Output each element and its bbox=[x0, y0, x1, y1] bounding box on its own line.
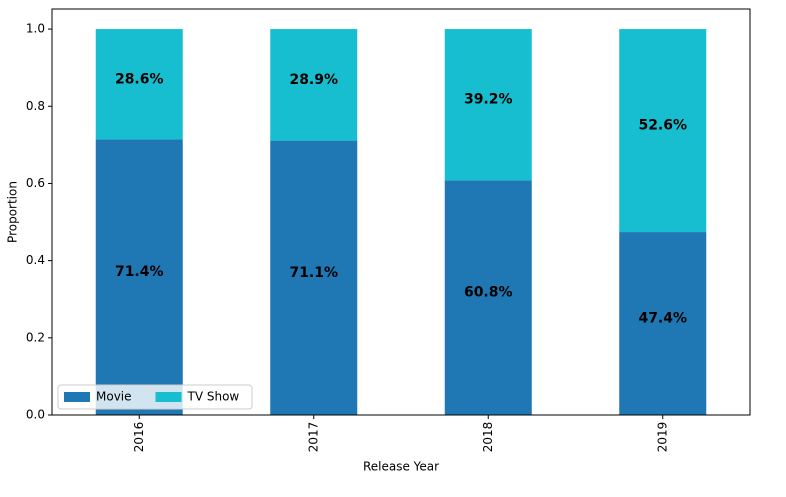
x-tick-label: 2016 bbox=[132, 422, 146, 453]
y-tick-label: 0.0 bbox=[26, 408, 45, 422]
x-axis-label: Release Year bbox=[363, 460, 439, 474]
legend-swatch bbox=[155, 392, 182, 402]
bar-segment bbox=[444, 29, 532, 181]
y-tick-label: 0.4 bbox=[26, 253, 45, 267]
bar-segment bbox=[619, 29, 707, 233]
value-label: 52.6% bbox=[638, 118, 687, 134]
x-tick-label: 2017 bbox=[306, 422, 320, 453]
y-tick-label: 0.8 bbox=[26, 99, 45, 113]
y-axis-label: Proportion bbox=[6, 181, 20, 243]
value-label: 39.2% bbox=[464, 92, 513, 108]
bar-segment bbox=[95, 139, 183, 415]
bar-segment bbox=[95, 29, 183, 140]
value-label: 28.9% bbox=[289, 72, 338, 88]
value-label: 71.1% bbox=[289, 265, 338, 281]
bar-segment bbox=[619, 232, 707, 415]
plot-frame bbox=[51, 8, 751, 416]
x-tick-label: 2018 bbox=[481, 422, 495, 453]
legend-label: Movie bbox=[96, 390, 132, 404]
x-tick-label: 2019 bbox=[655, 422, 669, 453]
value-label: 71.4% bbox=[115, 264, 164, 280]
bar-segment bbox=[270, 140, 358, 415]
bar-segment bbox=[444, 180, 532, 415]
value-label: 47.4% bbox=[638, 311, 687, 327]
y-tick-label: 0.6 bbox=[26, 176, 45, 190]
legend-swatch bbox=[64, 392, 90, 402]
y-tick-label: 0.2 bbox=[26, 330, 45, 344]
value-label: 28.6% bbox=[115, 71, 164, 87]
y-tick-label: 1.0 bbox=[26, 22, 45, 36]
legend-box bbox=[57, 384, 253, 410]
bar-segment bbox=[270, 29, 358, 141]
value-label: 60.8% bbox=[464, 285, 513, 301]
legend-label: TV Show bbox=[187, 390, 240, 404]
